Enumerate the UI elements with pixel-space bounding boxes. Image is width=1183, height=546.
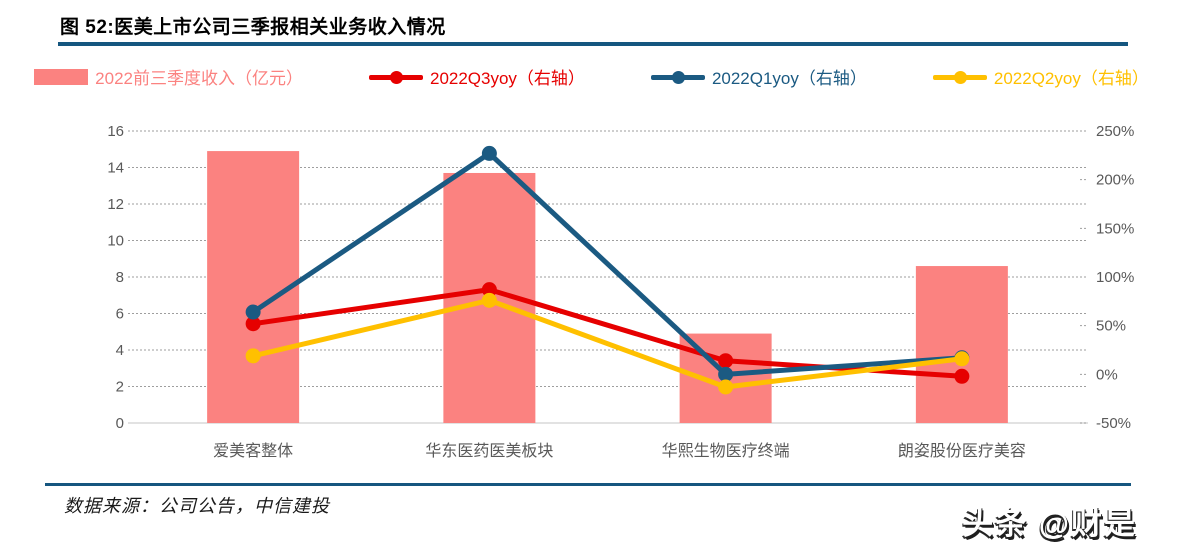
legend-item-q1yoy-line[interactable]: 2022Q1yoy（右轴） <box>650 64 867 89</box>
right-axis-tick-label: 150% <box>1096 220 1134 237</box>
data-point <box>718 366 734 382</box>
series-line <box>250 150 965 377</box>
left-axis-tick-label: 16 <box>107 123 124 140</box>
title-divider <box>58 42 1128 46</box>
data-point <box>954 368 970 384</box>
legend-item-q3yoy-line[interactable]: 2022Q3yoy（右轴） <box>368 64 585 89</box>
series-line <box>250 297 965 390</box>
bar-swatch-icon <box>34 68 89 85</box>
figure-title: 图 52:医美上市公司三季报相关业务收入情况 <box>60 17 446 38</box>
right-axis-tick-label: 200% <box>1096 172 1134 189</box>
left-axis-tick-label: 12 <box>107 196 124 213</box>
footer-divider <box>45 483 1131 486</box>
left-axis-tick-label: 8 <box>116 269 124 286</box>
data-point <box>481 282 497 298</box>
data-point <box>718 353 734 369</box>
line-marker-swatch-icon <box>368 69 423 85</box>
left-axis-tick-label: 10 <box>107 233 124 250</box>
data-point <box>954 351 970 367</box>
legend-item-q2yoy-line[interactable]: 2022Q2yoy（右轴） <box>932 64 1149 89</box>
revenue-bar <box>207 151 300 423</box>
revenue-bar <box>915 266 1008 423</box>
right-axis-tick-label: 0% <box>1096 366 1118 383</box>
line-marker-swatch-icon <box>650 69 705 85</box>
right-axis-tick-label: 100% <box>1096 269 1134 286</box>
line-marker-swatch-icon <box>932 69 987 85</box>
data-point <box>481 292 497 308</box>
data-point <box>718 379 734 395</box>
legend-label: 2022Q2yoy（右轴） <box>993 69 1149 88</box>
category-label: 爱美客整体 <box>213 442 293 460</box>
right-axis-tick-label: 50% <box>1096 318 1126 335</box>
left-axis-tick-label: 0 <box>116 415 124 432</box>
legend-item-revenue-bar[interactable]: 2022前三季度收入（亿元） <box>34 64 303 89</box>
legend-label: 2022Q1yoy（右轴） <box>711 69 867 88</box>
chart-legend: 2022前三季度收入（亿元） 2022Q3yoy（右轴） 2022Q1yoy（右… <box>0 64 1183 89</box>
right-axis-tick-label: -50% <box>1096 415 1131 432</box>
data-source-note: 数据来源：公司公告，中信建投 <box>64 496 330 516</box>
data-point <box>245 316 261 332</box>
category-label: 朗姿股份医疗美容 <box>898 442 1026 460</box>
data-point <box>481 145 497 161</box>
figure-title-row: 图 52:医美上市公司三季报相关业务收入情况 <box>60 12 1130 39</box>
left-axis-tick-label: 4 <box>116 342 124 359</box>
category-label: 华东医药医美板块 <box>425 442 553 460</box>
data-point <box>245 348 261 364</box>
watermark: 头条 @财是 <box>962 506 1137 541</box>
left-axis-tick-label: 14 <box>107 160 124 177</box>
category-label: 华熙生物医疗终端 <box>662 442 790 460</box>
legend-label: 2022前三季度收入（亿元） <box>95 69 303 88</box>
data-point <box>245 304 261 320</box>
left-axis-tick-label: 6 <box>116 306 124 323</box>
right-axis-tick-label: 250% <box>1096 123 1134 140</box>
left-axis-tick-label: 2 <box>116 379 124 396</box>
legend-label: 2022Q3yoy（右轴） <box>429 69 585 88</box>
